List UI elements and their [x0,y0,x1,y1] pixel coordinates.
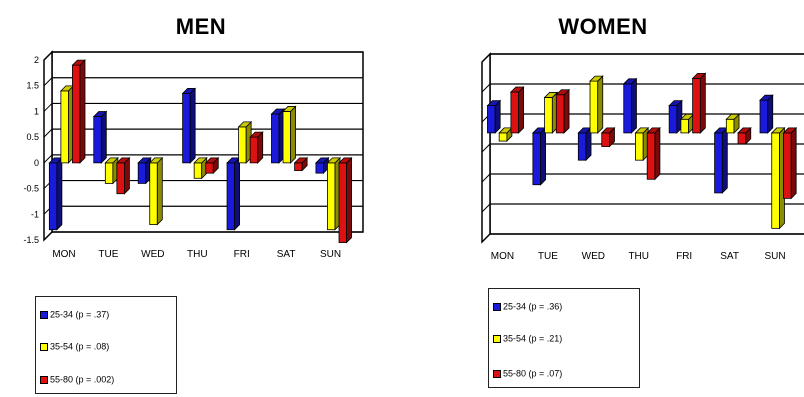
men-bar-chart: 2 1.5 1 0.5 0 -0.5 -1 -1.5 MON TUE WED THU FRI SAT SUN [23,50,364,260]
bar [634,126,650,162]
x-tick-label: SUN [320,249,341,260]
bar [293,156,309,172]
gridline-side [481,53,491,63]
bar [737,126,752,145]
bar [509,86,525,134]
legend-label: 35-54 (p = .21) [503,333,563,344]
bar [646,126,661,181]
bar [782,126,798,200]
bar [691,72,707,134]
bar [713,126,729,194]
x-tick-label: TUE [98,249,118,260]
men-chart-panel: MEN 2 1.5 1 0.5 0 -0.5 -1 -1.5 MON TUE WED THU FRI SA… [23,14,364,394]
bar [92,110,108,164]
bar [770,126,786,230]
x-tick-label: WED [582,251,605,262]
x-tick-label: FRI [234,249,250,260]
legend-label: 55-80 (p = .07) [503,368,563,379]
gridline-side [43,77,53,87]
legend-item: 25-34 (p = .37) [40,307,109,321]
women-legend: 25-34 (p = .36) 35-54 (p = .21) 55-80 (p =… [488,288,640,388]
y-tick-label: -0.5 [23,184,39,194]
x-tick-label: SAT [277,249,296,260]
bar [115,156,131,195]
gridline-side [481,233,491,243]
gridline-side [43,154,53,164]
x-tick-label: THU [187,249,208,260]
legend-swatch [40,375,48,384]
bar [48,156,63,231]
bar [249,131,264,164]
bar [577,126,592,162]
gridline-side [43,231,53,241]
legend-item: 55-80 (p = .002) [40,372,114,386]
y-tick-label: -1 [31,209,39,219]
legend-swatch [493,369,501,378]
legend-item: 25-34 (p = .36) [493,299,562,313]
bar [759,94,774,134]
legend-swatch [40,310,48,319]
bar [104,156,119,185]
gridline-side [481,143,491,153]
bar [338,156,353,244]
bar [71,59,86,164]
legend-item: 35-54 (p = .21) [493,331,562,345]
chart-title: WOMEN [558,14,648,39]
bar [270,108,285,164]
bar [679,113,695,134]
legend-label: 35-54 (p = .08) [50,341,110,352]
legend-item: 55-80 (p = .07) [493,366,562,380]
bar [137,156,152,185]
gridline-side [481,173,491,183]
legend-item: 35-54 (p = .08) [40,339,109,353]
men-legend: 25-34 (p = .37) 35-54 (p = .08) 55-80 (p =… [35,296,177,394]
legend-swatch [493,334,501,343]
bar [486,99,502,134]
legend-label: 55-80 (p = .002) [50,374,115,385]
bar [59,84,75,164]
x-tick-label: MON [52,249,75,260]
bar [326,156,341,231]
y-tick-label: -1.5 [23,235,39,245]
bar [181,87,197,164]
x-tick-label: THU [628,251,649,262]
gridline-side [481,83,491,93]
bar [204,156,220,175]
women-bar-chart: MON TUE WED THU FRI SAT SUN [481,52,804,262]
legend-label: 25-34 (p = .37) [50,309,110,320]
bar [668,99,683,134]
x-tick-label: TUE [538,251,558,262]
bar [531,126,547,186]
legend-swatch [40,342,48,351]
y-tick-label: 2 [34,55,39,65]
gridline-side [43,103,53,112]
y-tick-label: 0.5 [26,132,39,142]
chart-title: MEN [175,14,227,39]
women-chart-panel: WOMEN MON TUE WED THU FRI SAT SUN 25-34 (p = .… [402,0,804,397]
y-tick-label: 1.5 [26,81,39,91]
bar [282,105,297,164]
bar [148,156,164,226]
bar [237,120,253,164]
x-tick-label: MON [491,251,514,262]
x-tick-label: SUN [764,251,785,262]
legend-swatch [493,302,501,311]
bar [193,156,208,180]
bar [589,75,604,134]
gridline-side [481,203,491,213]
y-tick-label: 1 [34,106,39,116]
bar [555,88,571,134]
legend-label: 25-34 (p = .36) [503,301,563,312]
bar [725,113,741,134]
bar [226,156,241,231]
x-tick-label: FRI [676,251,692,262]
bar [600,126,616,148]
x-tick-label: WED [141,249,164,260]
gridline-side [43,128,53,138]
bar [543,91,559,134]
x-tick-label: SAT [720,251,739,262]
gridline-side [43,51,53,61]
bar [622,77,638,134]
y-tick-label: 0 [34,158,39,168]
